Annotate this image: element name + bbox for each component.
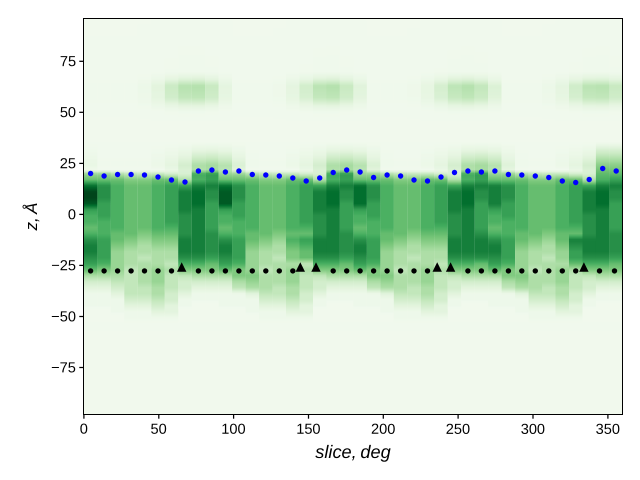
svg-text:0: 0 — [68, 207, 76, 223]
svg-text:250: 250 — [446, 422, 470, 438]
svg-text:25: 25 — [60, 156, 76, 172]
svg-text:75: 75 — [60, 54, 76, 70]
svg-text:0: 0 — [80, 422, 88, 438]
svg-text:−25: −25 — [51, 258, 76, 274]
svg-text:200: 200 — [371, 422, 395, 438]
svg-text:−50: −50 — [51, 309, 76, 325]
svg-text:50: 50 — [151, 422, 167, 438]
svg-text:100: 100 — [221, 422, 245, 438]
svg-text:slice, deg: slice, deg — [315, 442, 390, 462]
svg-text:z, Å: z, Å — [22, 203, 41, 232]
svg-text:300: 300 — [521, 422, 545, 438]
svg-text:150: 150 — [296, 422, 320, 438]
svg-text:−75: −75 — [51, 360, 76, 376]
svg-text:50: 50 — [60, 105, 76, 121]
svg-text:350: 350 — [596, 422, 620, 438]
